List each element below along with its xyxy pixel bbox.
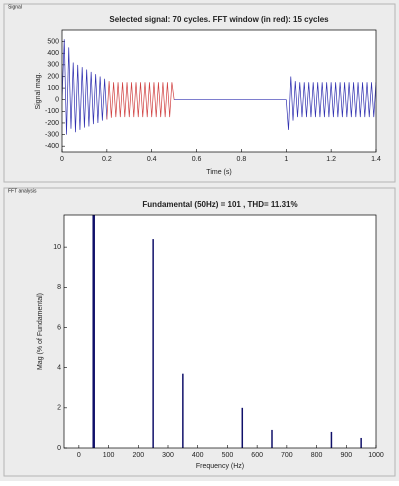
y-tick-label: 0 <box>57 445 61 452</box>
harmonic-bar <box>241 407 244 448</box>
x-tick-label: 0 <box>60 156 64 163</box>
panel-title: FFT analysis <box>8 188 37 194</box>
x-tick-label: 800 <box>311 452 323 459</box>
x-axis-label: Frequency (Hz) <box>196 463 244 470</box>
plot-marks <box>62 39 376 135</box>
x-tick-label: 1 <box>284 156 288 163</box>
x-tick-label: 0.2 <box>102 156 112 163</box>
chart-title: Fundamental (50Hz) = 101 , THD= 11.31% <box>142 200 297 209</box>
harmonic-bar <box>360 437 362 448</box>
harmonic-bar <box>330 431 333 448</box>
x-tick-label: 700 <box>281 452 293 459</box>
y-tick-label: 0 <box>55 97 59 104</box>
y-tick-label: 200 <box>47 73 59 80</box>
x-tick-label: 100 <box>103 452 115 459</box>
y-tick-label: -300 <box>45 131 59 138</box>
y-tick-label: 4 <box>57 364 61 371</box>
y-tick-label: 2 <box>57 405 61 412</box>
x-tick-label: 500 <box>222 452 234 459</box>
axes-box <box>61 29 377 153</box>
x-tick-label: 600 <box>251 452 263 459</box>
x-tick-label: 0.4 <box>147 156 157 163</box>
x-tick-label: 200 <box>132 452 144 459</box>
y-axis-label: Signal mag. <box>35 72 42 109</box>
y-tick-label: 500 <box>47 38 59 45</box>
y-tick-label: 400 <box>47 50 59 57</box>
harmonic-bar <box>271 429 273 448</box>
x-tick-label: 900 <box>340 452 352 459</box>
y-axis-label: Mag (% of Fundamental) <box>37 293 44 370</box>
x-tick-label: 1.2 <box>326 156 336 163</box>
y-tick-label: 10 <box>53 244 61 251</box>
y-tick-label: 300 <box>47 62 59 69</box>
chart-title: Selected signal: 70 cycles. FFT window (… <box>109 15 329 24</box>
x-tick-label: 1000 <box>368 452 384 459</box>
harmonic-bar <box>152 239 154 448</box>
axes-box <box>63 214 377 449</box>
harmonic-bar <box>92 215 95 448</box>
y-tick-label: -200 <box>45 120 59 127</box>
x-tick-label: 0.8 <box>237 156 247 163</box>
x-tick-label: 300 <box>162 452 174 459</box>
plot-area <box>64 215 376 448</box>
signal-line <box>62 39 108 135</box>
panel-title: Signal <box>8 4 22 10</box>
signal-line <box>106 81 175 120</box>
y-tick-label: 8 <box>57 284 61 291</box>
plot-area <box>62 30 376 152</box>
x-tick-label: 1.4 <box>371 156 381 163</box>
x-axis-label: Time (s) <box>206 169 231 176</box>
x-tick-label: 0 <box>77 452 81 459</box>
plot-marks <box>92 215 362 448</box>
harmonic-bar <box>182 373 184 448</box>
x-tick-label: 0.6 <box>192 156 202 163</box>
x-tick-label: 400 <box>192 452 204 459</box>
y-tick-label: -400 <box>45 143 59 150</box>
y-tick-label: 6 <box>57 324 61 331</box>
y-tick-label: 100 <box>47 85 59 92</box>
signal-line <box>174 76 376 130</box>
y-tick-label: -100 <box>45 108 59 115</box>
